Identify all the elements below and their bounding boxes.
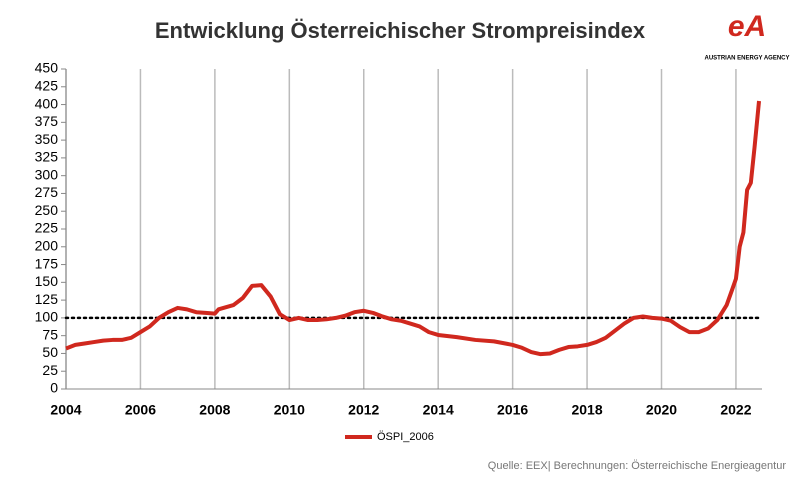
y-tick-label: 150 (35, 273, 59, 289)
y-tick-label: 400 (35, 95, 59, 111)
y-tick-label: 225 (35, 220, 59, 236)
x-tick-label: 2004 (50, 402, 81, 418)
x-tick-label: 2022 (720, 402, 751, 418)
y-tick-label: 75 (42, 326, 58, 342)
y-tick-label: 125 (35, 291, 59, 307)
x-tick-label: 2016 (497, 402, 528, 418)
x-tick-label: 2012 (348, 402, 379, 418)
y-tick-label: 450 (35, 60, 59, 76)
y-tick-label: 275 (35, 184, 59, 200)
legend-label: ÖSPI_2006 (377, 431, 434, 443)
y-tick-label: 325 (35, 149, 59, 165)
y-tick-label: 375 (35, 113, 59, 129)
line-series (65, 100, 762, 357)
y-tick-label: 100 (35, 309, 59, 325)
y-tick-label: 0 (50, 380, 58, 396)
x-tick-label: 2014 (423, 402, 454, 418)
chart-title: Entwicklung Österreichischer Strompreisi… (155, 18, 646, 43)
x-tick-label: 2006 (125, 402, 156, 418)
logo-text: AUSTRIAN ENERGY AGENCY (704, 56, 789, 62)
x-tick-label: 2010 (274, 402, 305, 418)
y-tick-label: 200 (35, 237, 59, 253)
y-tick-label: 25 (42, 362, 58, 378)
x-tick-label: 2008 (199, 402, 230, 418)
logo-mark: eA (728, 10, 766, 43)
y-tick-label: 350 (35, 131, 59, 147)
y-tick-label: 300 (35, 166, 59, 182)
source: Quelle: EEX| Berechnungen: Österreichisc… (488, 460, 787, 472)
y-tick-label: 175 (35, 255, 59, 271)
y-tick-label: 425 (35, 77, 59, 93)
logo: eA AUSTRIAN ENERGY AGENCY (704, 10, 789, 62)
y-tick-label: 250 (35, 202, 59, 218)
y-tick-label: 50 (42, 344, 58, 360)
x-tick-label: 2020 (646, 402, 677, 418)
x-tick-label: 2018 (571, 402, 602, 418)
